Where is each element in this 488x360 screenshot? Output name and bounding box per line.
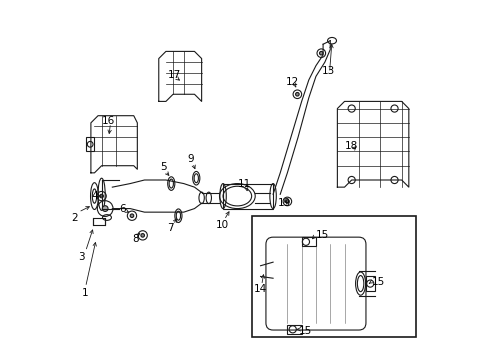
Text: 14: 14 bbox=[253, 284, 266, 294]
Text: 15: 15 bbox=[299, 326, 312, 336]
Bar bbox=[251, 216, 415, 337]
Text: 16: 16 bbox=[101, 116, 114, 126]
Bar bbox=[287, 325, 301, 334]
Text: 1: 1 bbox=[82, 288, 89, 297]
Text: 15: 15 bbox=[370, 277, 384, 287]
Text: 11: 11 bbox=[237, 179, 251, 189]
Text: 12: 12 bbox=[285, 77, 299, 87]
Text: 17: 17 bbox=[168, 69, 181, 80]
Bar bbox=[223, 184, 272, 208]
Text: 10: 10 bbox=[215, 220, 228, 230]
Text: 13: 13 bbox=[321, 66, 334, 76]
Circle shape bbox=[285, 200, 288, 203]
Circle shape bbox=[102, 206, 108, 211]
Text: 5: 5 bbox=[160, 162, 166, 172]
Text: 3: 3 bbox=[79, 252, 85, 262]
Text: 8: 8 bbox=[132, 234, 139, 244]
Text: 4: 4 bbox=[92, 191, 98, 201]
Bar bbox=[365, 276, 374, 291]
Circle shape bbox=[319, 51, 323, 55]
Text: 15: 15 bbox=[315, 230, 328, 240]
Bar bbox=[85, 137, 94, 152]
Circle shape bbox=[141, 234, 144, 237]
Bar bbox=[93, 218, 105, 225]
Circle shape bbox=[100, 194, 103, 198]
Text: 7: 7 bbox=[167, 223, 174, 233]
Text: 19: 19 bbox=[277, 198, 290, 208]
Bar bbox=[301, 237, 315, 246]
Text: 9: 9 bbox=[186, 154, 193, 163]
Circle shape bbox=[295, 93, 299, 96]
Text: 18: 18 bbox=[345, 141, 358, 151]
Text: 2: 2 bbox=[71, 212, 78, 222]
Text: 6: 6 bbox=[120, 203, 126, 213]
Circle shape bbox=[130, 214, 134, 217]
